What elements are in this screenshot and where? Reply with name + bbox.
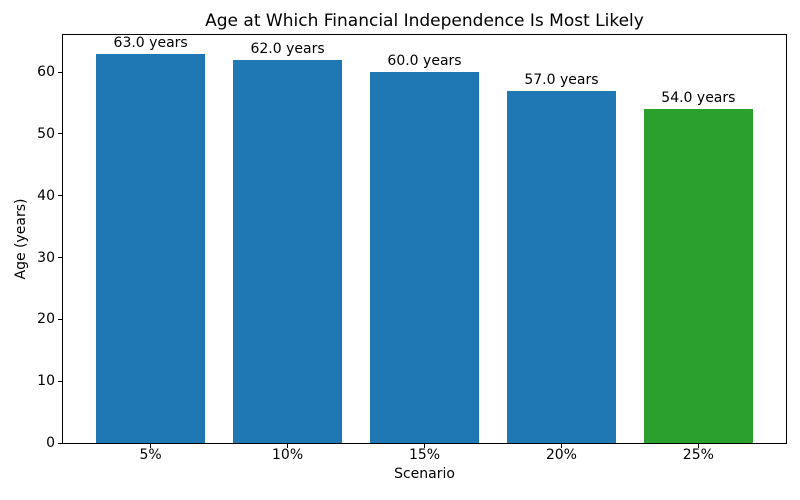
y-tick — [58, 318, 62, 320]
x-tick — [150, 444, 152, 448]
y-tick — [58, 133, 62, 135]
bar-value-label: 63.0 years — [113, 34, 188, 51]
bar-value-label: 60.0 years — [387, 53, 462, 70]
bar-value-label: 54.0 years — [661, 90, 736, 107]
x-tick-label: 20% — [545, 447, 577, 463]
x-tick — [424, 444, 425, 448]
bar-value-label: 57.0 years — [524, 71, 599, 88]
x-tick — [697, 444, 699, 448]
x-tick — [560, 444, 562, 448]
x-tick — [287, 444, 289, 448]
y-tick-label: 30 — [37, 249, 55, 266]
x-tick-label: 15% — [408, 447, 441, 463]
y-tick — [58, 442, 62, 444]
y-tick-label: 50 — [37, 125, 55, 142]
y-tick — [58, 195, 62, 197]
y-tick — [58, 380, 62, 382]
y-axis-label: Age (years) — [13, 198, 29, 280]
bar-10% — [232, 59, 343, 443]
y-tick — [58, 71, 62, 73]
bar-15% — [369, 72, 480, 443]
chart-title: Age at Which Financial Independence Is M… — [205, 11, 644, 31]
x-tick-label: 5% — [139, 447, 162, 463]
x-axis-label: Scenario — [394, 466, 455, 482]
y-tick — [58, 257, 62, 259]
y-tick-label: 60 — [37, 64, 55, 81]
x-tick-label: 25% — [682, 447, 714, 463]
y-tick-label: 10 — [37, 373, 55, 390]
y-tick-label: 0 — [46, 435, 55, 451]
plot-area: 0 10 20 30 40 50 60 63.0 years 5% 62.0 years 10% 60… — [37, 34, 787, 463]
bar-20% — [506, 90, 617, 443]
bar-value-label: 62.0 years — [250, 40, 325, 57]
bar-25% — [643, 109, 754, 443]
bar-5% — [95, 53, 206, 443]
x-tick-label: 10% — [272, 447, 304, 463]
y-tick-label: 20 — [37, 311, 55, 328]
y-tick-label: 40 — [37, 187, 55, 204]
